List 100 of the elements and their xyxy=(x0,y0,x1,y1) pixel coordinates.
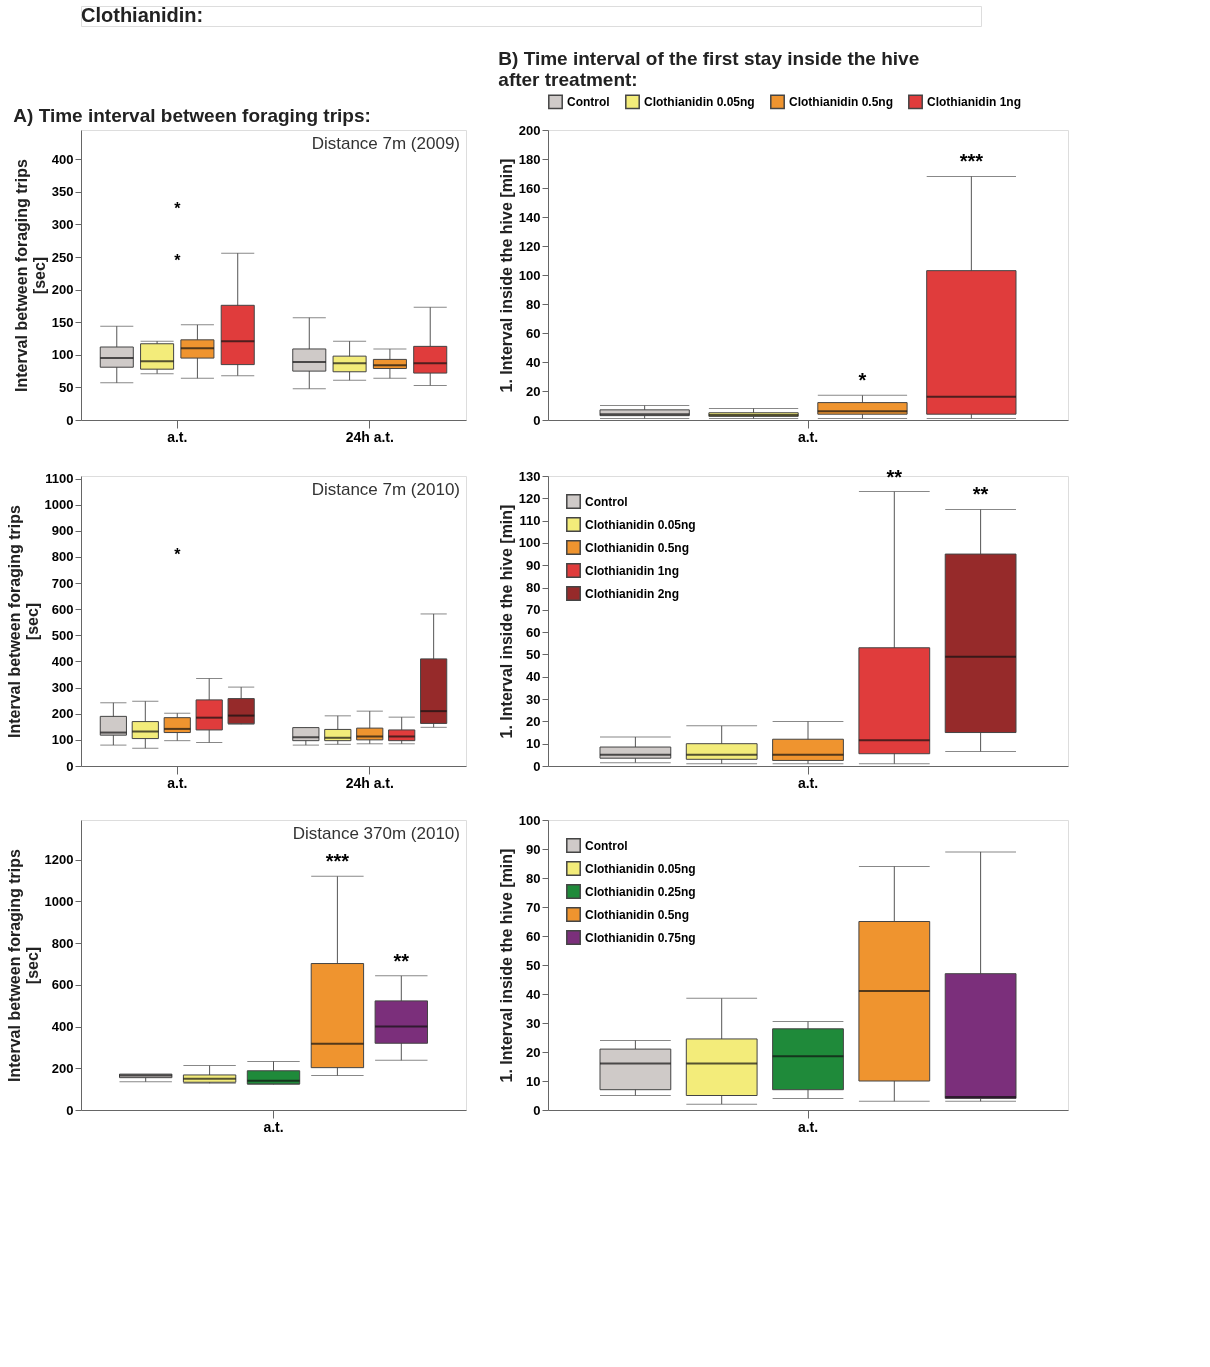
y-tick-label: 120 xyxy=(518,490,541,506)
y-tick-label: 600 xyxy=(51,601,74,617)
y-tick-label: 20 xyxy=(526,1044,541,1060)
y-tick-label: 100 xyxy=(51,347,74,363)
y-tick-label: 60 xyxy=(526,928,541,944)
annotation: *** xyxy=(325,850,350,873)
x-tick-label: 24h a.t. xyxy=(345,428,394,445)
text: Clothianidin: xyxy=(81,4,204,26)
legend-label: Control xyxy=(585,494,628,509)
y-tick-label: 100 xyxy=(518,812,541,828)
y-tick-label: 200 xyxy=(51,282,74,298)
y-tick-label: 90 xyxy=(526,557,541,573)
y-axis-title: Interval between foraging trips [sec] xyxy=(5,504,41,738)
annotation: ** xyxy=(886,465,903,488)
y-axis-title: Interval between foraging trips [sec] xyxy=(12,158,48,392)
y-axis-title: 1. Interval inside the hive [min] xyxy=(497,158,515,393)
y-tick-label: 200 xyxy=(51,706,74,722)
legend-label: Clothianidin 2ng xyxy=(585,586,679,601)
y-axis-title: 1. Interval inside the hive [min] xyxy=(497,848,515,1083)
y-tick-label: 50 xyxy=(526,646,541,662)
y-tick-label: 100 xyxy=(518,535,541,551)
y-tick-label: 1200 xyxy=(44,852,74,868)
y-tick-label: 1000 xyxy=(44,497,74,513)
x-tick-label: a.t. xyxy=(263,1118,284,1135)
legend-label: Clothianidin 1ng xyxy=(927,94,1021,109)
legend-label: Clothianidin 0.5ng xyxy=(789,94,893,109)
y-tick-label: 20 xyxy=(526,713,541,729)
annotation: ** xyxy=(972,483,989,506)
y-axis-title: 1. Interval inside the hive [min] xyxy=(497,504,515,739)
y-tick-label: 100 xyxy=(51,732,74,748)
y-tick-label: 30 xyxy=(526,691,541,707)
y-tick-label: 1000 xyxy=(44,893,74,909)
y-tick-label: 800 xyxy=(51,549,74,565)
y-tick-label: 250 xyxy=(51,249,74,265)
y-tick-label: 140 xyxy=(518,209,541,225)
y-tick-label: 0 xyxy=(66,758,74,774)
y-tick-label: 200 xyxy=(51,1060,74,1076)
y-tick-label: 50 xyxy=(59,379,74,395)
y-tick-label: 90 xyxy=(526,841,541,857)
y-tick-label: 30 xyxy=(526,1015,541,1031)
legend-label: Clothianidin 0.75ng xyxy=(585,930,696,945)
y-tick-label: 70 xyxy=(526,899,541,915)
y-tick-label: 600 xyxy=(51,977,74,993)
y-tick-label: 130 xyxy=(518,468,541,484)
y-tick-label: 20 xyxy=(526,383,541,399)
annotation: ** xyxy=(393,949,410,972)
y-tick-label: 110 xyxy=(519,513,541,529)
y-tick-label: 0 xyxy=(533,758,541,774)
annotation: * xyxy=(858,369,867,392)
y-tick-label: 400 xyxy=(51,1019,74,1035)
y-tick-label: 300 xyxy=(51,680,74,696)
y-tick-label: 0 xyxy=(533,412,541,428)
y-tick-label: 0 xyxy=(66,412,74,428)
x-tick-label: 24h a.t. xyxy=(345,774,394,791)
y-tick-label: 40 xyxy=(526,669,541,685)
legend-label: Clothianidin 0.5ng xyxy=(585,540,689,555)
annotation: *** xyxy=(959,150,984,173)
y-tick-label: 150 xyxy=(51,314,74,330)
chart-title: A) Time interval between foraging trips: xyxy=(13,105,371,126)
x-tick-label: a.t. xyxy=(797,1118,819,1135)
y-tick-label: 300 xyxy=(51,216,74,232)
y-tick-label: 900 xyxy=(51,523,74,539)
y-tick-label: 60 xyxy=(526,624,541,640)
x-tick-label: a.t. xyxy=(797,428,819,445)
y-tick-label: 1100 xyxy=(45,471,74,487)
y-tick-label: 40 xyxy=(526,354,541,370)
x-tick-label: a.t. xyxy=(167,428,188,445)
y-tick-label: 500 xyxy=(51,627,74,643)
y-tick-label: 10 xyxy=(526,1073,541,1089)
y-tick-label: 120 xyxy=(518,238,541,254)
y-tick-label: 400 xyxy=(51,151,74,167)
y-tick-label: 40 xyxy=(526,986,541,1002)
legend-label: Clothianidin 0.05ng xyxy=(644,94,755,109)
annotation: * xyxy=(174,546,182,563)
y-tick-label: 0 xyxy=(533,1102,541,1118)
x-tick-label: a.t. xyxy=(797,774,819,791)
y-tick-label: 200 xyxy=(518,122,541,138)
annotation: * xyxy=(174,252,182,270)
legend-label: Clothianidin 0.25ng xyxy=(585,884,696,899)
y-tick-label: 60 xyxy=(526,325,541,341)
chart-subtitle: Distance 370m (2010) xyxy=(292,824,460,843)
chart-title: B) Time interval of the first stay inside the hive after treatment: xyxy=(498,48,920,90)
y-tick-label: 800 xyxy=(51,935,74,951)
y-tick-label: 0 xyxy=(66,1102,74,1118)
x-tick-label: a.t. xyxy=(167,774,188,791)
y-tick-label: 160 xyxy=(518,180,541,196)
y-tick-label: 70 xyxy=(526,602,541,618)
y-tick-label: 80 xyxy=(526,870,541,886)
y-tick-label: 80 xyxy=(526,296,541,312)
chart-subtitle: Distance 7m (2009) xyxy=(311,134,460,153)
y-tick-label: 700 xyxy=(51,575,74,591)
legend-label: Clothianidin 0.05ng xyxy=(585,861,696,876)
y-axis-title: Interval between foraging trips [sec] xyxy=(5,848,41,1082)
y-tick-label: 350 xyxy=(51,184,74,200)
y-tick-label: 80 xyxy=(526,580,541,596)
legend-label: Control xyxy=(567,94,610,109)
y-tick-label: 10 xyxy=(526,736,541,752)
chart-subtitle: Distance 7m (2010) xyxy=(311,480,460,499)
legend-label: Clothianidin 0.05ng xyxy=(585,517,696,532)
annotation: * xyxy=(174,200,182,217)
